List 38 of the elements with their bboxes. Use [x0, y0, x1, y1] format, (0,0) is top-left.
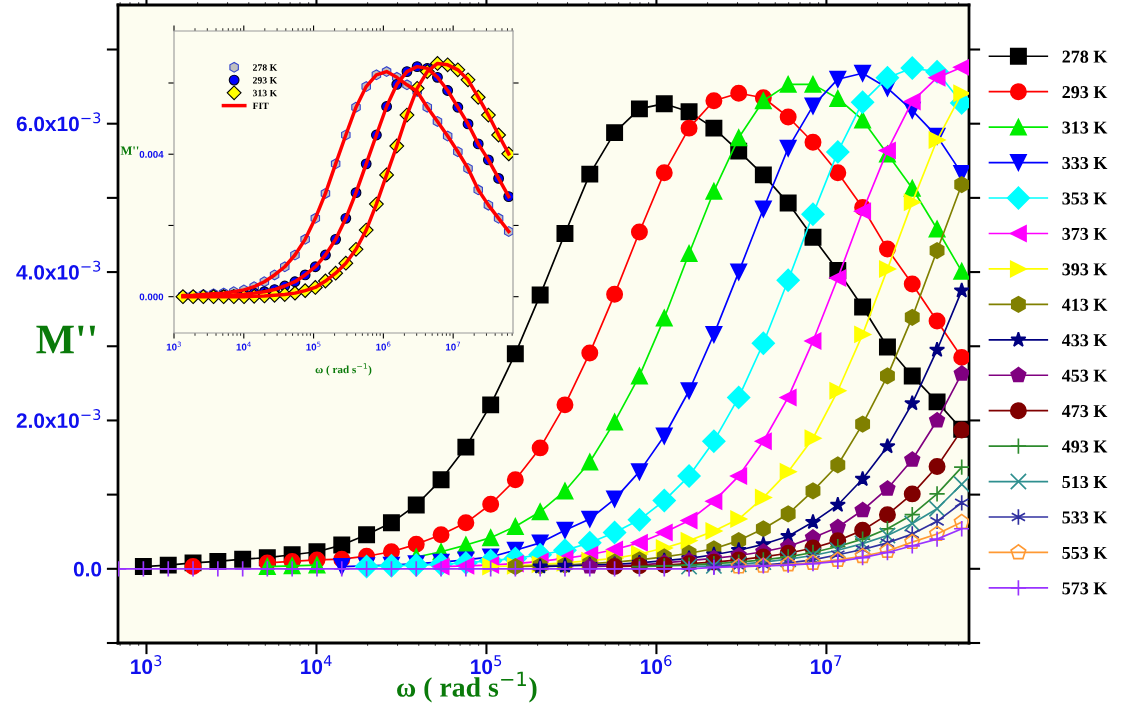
legend-label: 473 K — [1061, 405, 1108, 418]
x-axis-title: ω ( rad s$^{−1}$) — [315, 363, 372, 376]
legend-label: 393 K — [1062, 263, 1108, 276]
x-tick-label: 10$^{7}$ — [446, 341, 461, 351]
y-tick-label: 0.000 — [139, 293, 164, 301]
x-tick-label: 10$^{4}$ — [236, 341, 251, 351]
x-tick-label: 10$^{6}$ — [376, 341, 391, 351]
x-tick-label: 10$^{7}$ — [811, 655, 842, 675]
legend-label: 293 K — [253, 77, 278, 84]
legend-label: 433 K — [1061, 334, 1108, 347]
y-tick-label: 0.004 — [139, 150, 164, 158]
y-tick-label: 6.0x10$^{−3}$ — [16, 112, 101, 132]
x-tick-label: 10$^{5}$ — [306, 341, 321, 351]
y-axis-title: M'' — [120, 146, 139, 155]
x-tick-label: 10$^{3}$ — [166, 341, 181, 351]
legend-label: 513 K — [1062, 475, 1108, 489]
legend-label: 278 K — [1062, 50, 1108, 63]
legend-label: 553 K — [1062, 546, 1108, 559]
y-axis-title: M'' — [36, 325, 96, 354]
x-tick-label: 10$^{3}$ — [131, 655, 162, 675]
legend-label: 453 K — [1061, 369, 1108, 382]
legend-label: 278 K — [253, 64, 278, 71]
x-tick-label: 10$^{6}$ — [641, 655, 672, 675]
legend-label: 493 K — [1061, 440, 1108, 453]
y-tick-label: 4.0x10$^{−3}$ — [16, 260, 101, 280]
legend-label: 373 K — [1062, 227, 1108, 240]
legend-label: 573 K — [1062, 582, 1108, 595]
legend-label: 293 K — [1062, 86, 1108, 99]
y-tick-label: 2.0x10$^{−3}$ — [16, 409, 101, 429]
legend-label: 353 K — [1062, 192, 1108, 205]
legend-label: 533 K — [1062, 511, 1108, 524]
legend-label: 313 K — [1062, 121, 1108, 134]
legend-label: FIT — [252, 102, 269, 110]
x-tick-label: 10$^{4}$ — [301, 655, 332, 675]
y-tick-label: 0.0 — [73, 561, 102, 577]
legend-label: 413 K — [1061, 298, 1108, 311]
legend-label: 333 K — [1062, 156, 1108, 170]
legend-label: 313 K — [252, 89, 278, 97]
